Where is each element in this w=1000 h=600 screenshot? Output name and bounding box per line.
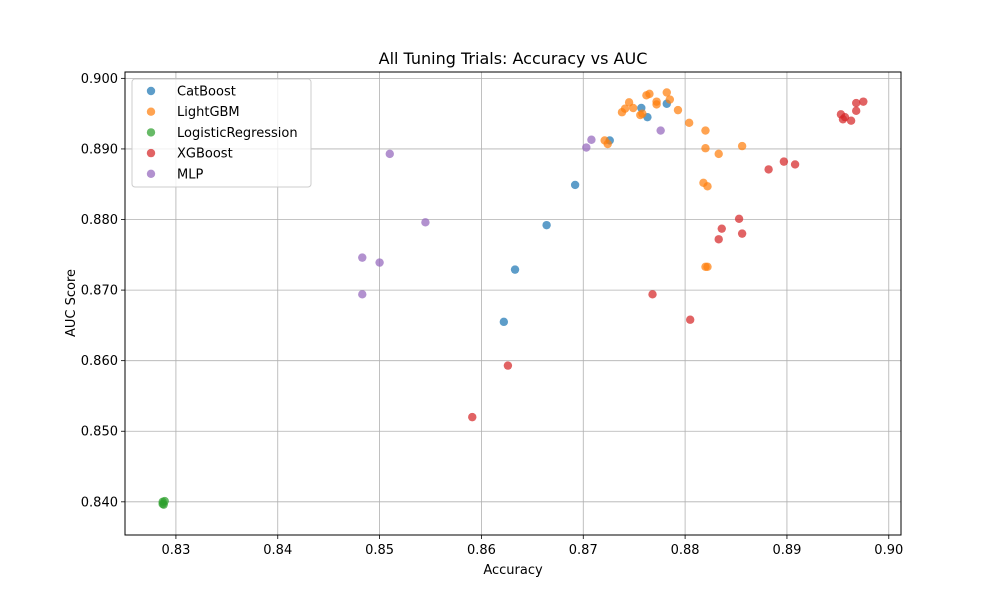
series-lightgbm	[600, 88, 747, 271]
legend-label: CatBoost	[177, 85, 236, 100]
x-tick-label: 0.84	[263, 543, 292, 558]
data-point	[714, 235, 723, 244]
chart-title: All Tuning Trials: Accuracy vs AUC	[379, 49, 648, 68]
data-point	[717, 224, 726, 233]
y-tick-label: 0.880	[81, 213, 118, 228]
data-point	[764, 165, 773, 174]
data-point	[421, 218, 430, 227]
y-tick-label: 0.840	[81, 495, 118, 510]
data-point	[499, 317, 509, 327]
data-point	[358, 290, 367, 299]
series-xgboost	[468, 97, 868, 422]
data-point	[645, 89, 654, 99]
series-logisticregression	[158, 496, 169, 509]
series-mlp	[358, 126, 665, 299]
y-axis-label: AUC Score	[64, 269, 79, 337]
legend-marker	[146, 128, 156, 137]
y-tick-label: 0.900	[81, 72, 118, 87]
data-point	[603, 139, 612, 149]
data-point	[662, 88, 671, 97]
legend-label: XGBoost	[177, 147, 233, 162]
data-point	[510, 265, 520, 274]
data-point	[570, 180, 580, 190]
x-tick-label: 0.85	[365, 543, 394, 558]
x-tick-label: 0.88	[671, 543, 700, 558]
data-point	[714, 149, 723, 159]
x-tick-label: 0.83	[161, 543, 190, 558]
data-point	[703, 182, 712, 191]
data-point	[673, 105, 683, 115]
data-point	[158, 499, 167, 509]
data-point	[851, 98, 861, 108]
data-point	[779, 157, 789, 166]
data-point	[846, 116, 856, 125]
data-point	[685, 315, 695, 324]
data-point	[652, 100, 661, 109]
data-point	[620, 104, 630, 113]
data-point	[701, 144, 710, 153]
y-tick-label: 0.850	[81, 425, 118, 440]
data-point	[838, 115, 848, 124]
data-point	[503, 361, 513, 370]
legend-label: LightGBM	[177, 105, 240, 120]
legend: CatBoost LightGBM LogisticRegression XGBoos…	[131, 78, 312, 188]
grid-lines	[125, 72, 901, 535]
data-point	[703, 262, 712, 271]
y-tick-label: 0.870	[81, 284, 118, 299]
data-point	[582, 143, 591, 152]
y-tick-label: 0.890	[81, 142, 118, 157]
axis-ticks: 0.83 0.84 0.85 0.86 0.87 0.88 0.89 0.90 0.840 0.8…	[81, 72, 903, 558]
data-point	[737, 141, 747, 151]
data-point	[385, 149, 394, 159]
legend-marker	[146, 86, 156, 96]
data-point	[656, 126, 665, 135]
data-point	[701, 126, 710, 135]
data-point	[684, 118, 694, 128]
legend-label: LogisticRegression	[177, 126, 298, 141]
data-point	[790, 160, 800, 169]
x-axis-label: Accuracy	[483, 563, 543, 578]
legend-marker	[146, 107, 156, 116]
plot-area-frame	[124, 71, 902, 536]
data-points	[158, 88, 868, 509]
x-tick-label: 0.89	[772, 543, 801, 558]
data-point	[737, 229, 747, 238]
data-point	[859, 97, 868, 106]
data-point	[358, 253, 367, 262]
data-point	[542, 220, 551, 230]
data-point	[648, 290, 657, 299]
legend-frame	[131, 78, 312, 188]
legend-marker	[146, 169, 156, 178]
legend-label: MLP	[177, 167, 203, 182]
data-point	[468, 412, 477, 422]
data-point	[665, 95, 675, 104]
x-tick-label: 0.90	[874, 543, 903, 558]
data-point	[734, 214, 744, 224]
data-point	[375, 258, 384, 267]
data-point	[851, 106, 861, 116]
y-tick-label: 0.860	[81, 354, 118, 369]
legend-marker	[146, 148, 156, 158]
x-tick-label: 0.87	[569, 543, 598, 558]
x-tick-label: 0.86	[467, 543, 496, 558]
data-point	[628, 103, 638, 113]
data-point	[587, 135, 596, 144]
data-point	[638, 109, 647, 118]
